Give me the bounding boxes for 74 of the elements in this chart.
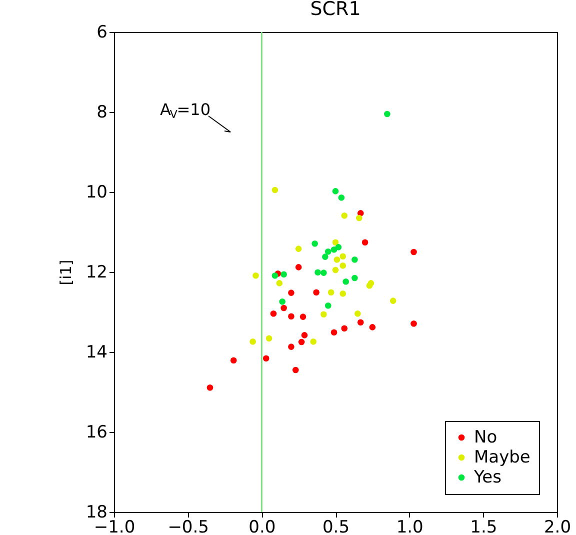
point	[332, 266, 339, 274]
point	[270, 310, 277, 317]
point	[342, 278, 349, 285]
point	[262, 355, 270, 362]
point	[340, 253, 346, 260]
point	[324, 248, 332, 255]
point	[298, 338, 305, 346]
point	[369, 324, 376, 330]
point	[310, 338, 317, 345]
chart-title: SCR1	[310, 0, 361, 20]
point	[276, 280, 283, 286]
point	[313, 289, 320, 296]
point	[357, 319, 364, 326]
point	[295, 264, 302, 270]
point	[230, 357, 237, 364]
point	[366, 282, 373, 289]
point	[340, 290, 346, 297]
point	[324, 302, 332, 309]
point	[390, 298, 396, 304]
legend-label: No	[474, 428, 498, 448]
point	[320, 311, 327, 318]
x-tick-label: 0.5	[322, 518, 350, 535]
y-tick-label: 10	[86, 182, 108, 202]
y-tick-label: 6	[96, 22, 108, 42]
point	[301, 332, 308, 338]
point	[338, 194, 345, 201]
point	[352, 274, 358, 282]
point	[356, 214, 362, 222]
point	[320, 270, 327, 276]
x-tick-label: −0.5	[168, 518, 209, 535]
point	[332, 188, 339, 194]
point	[279, 298, 286, 305]
point	[335, 244, 342, 250]
point	[300, 314, 306, 320]
point	[280, 304, 287, 312]
point	[288, 290, 294, 296]
point	[384, 110, 390, 118]
point	[362, 239, 368, 246]
point	[330, 329, 338, 336]
point	[410, 248, 417, 256]
point	[410, 320, 417, 327]
y-tick-label: 14	[86, 342, 108, 362]
point	[280, 271, 287, 278]
legend-label: Maybe	[474, 448, 530, 468]
point	[272, 186, 278, 194]
y-tick-label: 12	[86, 262, 108, 282]
point	[292, 366, 299, 374]
point	[340, 262, 346, 269]
point	[206, 384, 214, 391]
point	[341, 325, 348, 332]
point	[312, 240, 318, 247]
point	[288, 313, 294, 320]
point	[328, 289, 334, 296]
x-tick-label: 1.5	[470, 518, 498, 535]
y-axis-title: [i1]	[56, 260, 75, 286]
point	[250, 338, 256, 345]
point	[288, 344, 294, 350]
point	[354, 310, 361, 317]
y-tick-label: 16	[86, 422, 108, 442]
x-tick-label: 0.0	[248, 518, 276, 535]
legend-label: Yes	[473, 468, 502, 488]
point	[314, 269, 321, 276]
point	[334, 256, 340, 263]
point	[295, 246, 302, 252]
point	[341, 212, 348, 219]
point	[322, 254, 328, 260]
point	[252, 272, 259, 279]
point	[352, 256, 358, 263]
point	[272, 272, 278, 279]
point	[266, 335, 272, 342]
x-tick-label: 2.0	[544, 518, 572, 535]
y-tick-label: 8	[96, 102, 108, 122]
x-tick-label: 1.0	[396, 518, 424, 535]
point	[332, 239, 339, 246]
